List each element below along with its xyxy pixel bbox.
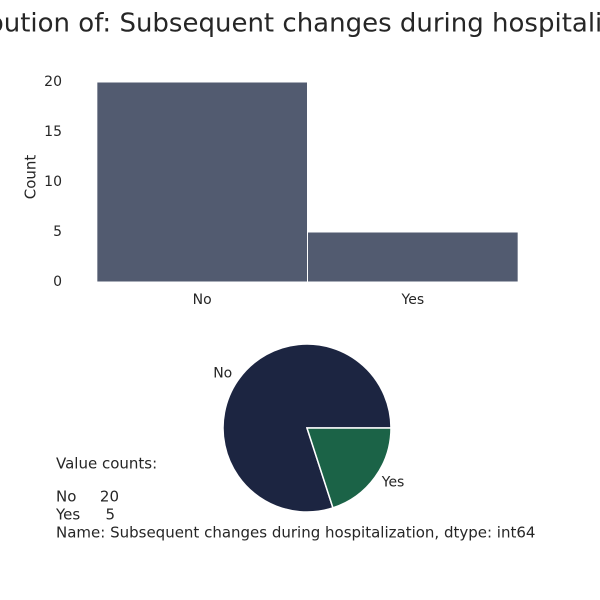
row-label: Yes [55, 506, 80, 524]
pie-slice [305, 427, 392, 509]
row-count: 20 [100, 488, 119, 506]
chart-title: Distribution of: Subsequent changes duri… [0, 9, 600, 39]
row-count: 5 [105, 506, 115, 524]
row-label: No [56, 488, 76, 506]
pie-label: Yes [381, 474, 405, 490]
bar [307, 231, 519, 283]
y-tick-label: 15 [44, 124, 62, 140]
y-tick-label: 5 [53, 224, 62, 240]
x-tick-label: Yes [401, 292, 425, 308]
bar [96, 81, 308, 283]
pie-label: No [213, 366, 232, 382]
y-tick-label: 10 [44, 174, 62, 190]
y-tick-label: 0 [53, 274, 62, 290]
value-counts-footer: Name: Subsequent changes during hospital… [56, 524, 535, 542]
y-tick-label: 20 [44, 74, 62, 90]
x-tick-label: No [193, 292, 212, 308]
y-axis-label: Count [22, 155, 40, 200]
value-counts-heading: Value counts: [56, 455, 157, 473]
